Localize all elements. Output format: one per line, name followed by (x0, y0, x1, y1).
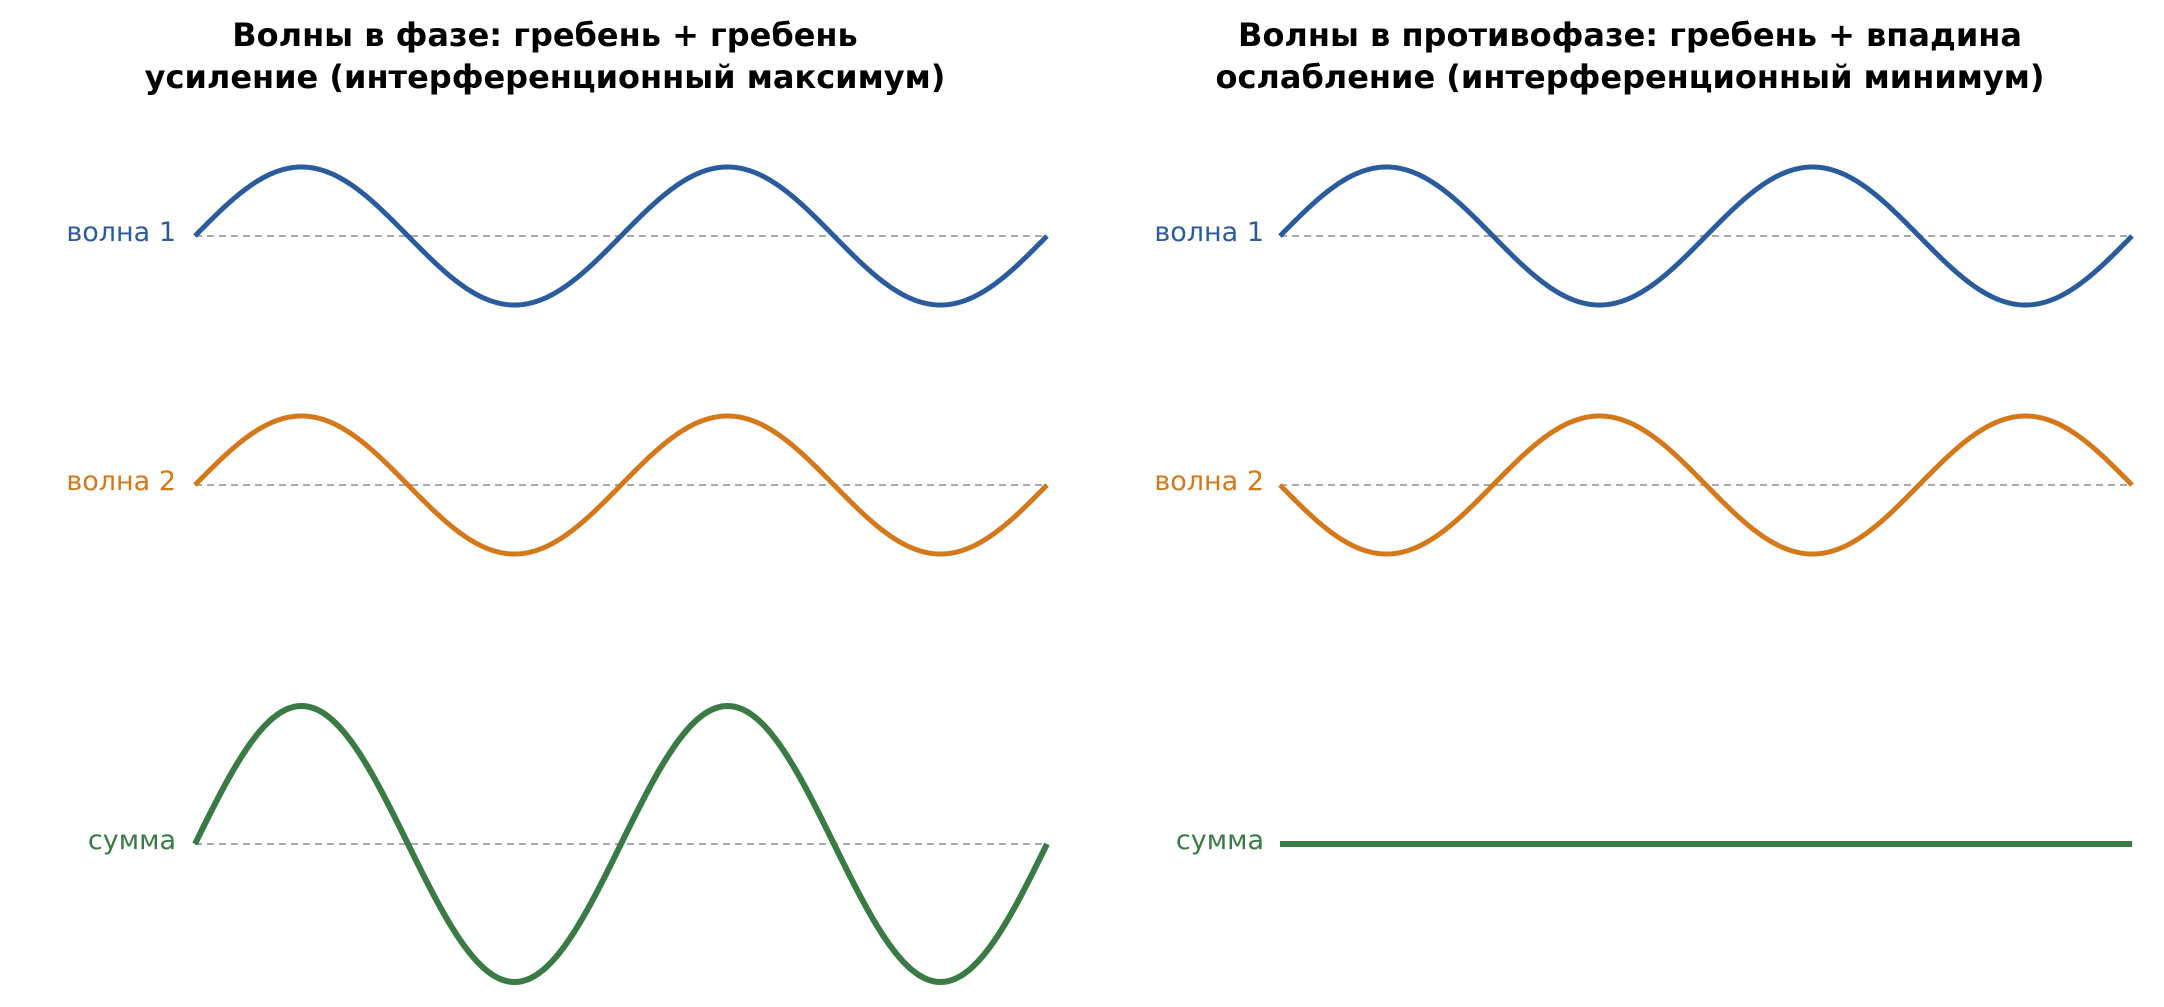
wave-curve-in-phase-wave1 (193, 164, 1049, 308)
panel-title-line1: Волны в фазе: гребень + гребень (232, 16, 858, 54)
label-wave1-in-phase: волна 1 (66, 217, 176, 248)
label-sum-in-phase: сумма (87, 825, 176, 856)
panel-title-line2: усиление (интерференционный максимум) (144, 58, 946, 96)
wave-curve-in-phase-sum (192, 703, 1050, 985)
panel-title-in-phase: Волны в фазе: гребень + гребень усиление… (5, 14, 1085, 98)
panel-title-anti-phase: Волны в противофазе: гребень + впадина о… (1090, 14, 2164, 98)
label-wave2-anti-phase: волна 2 (1154, 466, 1264, 497)
label-wave2-in-phase: волна 2 (66, 466, 176, 497)
wave-curve-anti-phase-wave1 (1278, 164, 2134, 308)
label-wave1-anti-phase: волна 1 (1154, 217, 1264, 248)
wave-curve-in-phase-wave2 (193, 413, 1049, 557)
wave-curve-anti-phase-wave2 (1278, 413, 2134, 557)
panel-title-line1: Волны в противофазе: гребень + впадина (1238, 16, 2022, 54)
label-sum-anti-phase: сумма (1175, 825, 1264, 856)
panel-title-line2: ослабление (интерференционный минимум) (1215, 58, 2045, 96)
